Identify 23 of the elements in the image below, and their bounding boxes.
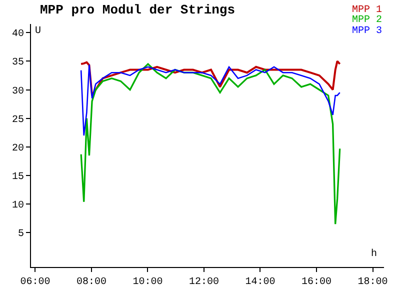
text: MPP 1 xyxy=(352,5,382,16)
y-tick-label: 35 xyxy=(12,58,24,69)
x-tick-label: 08:00 xyxy=(76,277,106,288)
x-tick-label: 18:00 xyxy=(358,277,388,288)
chart-title: MPP pro Modul der Strings xyxy=(40,2,236,18)
x-axis-title: h xyxy=(371,248,378,260)
x-tick-label: 12:00 xyxy=(188,277,219,288)
text: MPP 2 xyxy=(352,15,382,26)
y-tick-label: 15 xyxy=(12,172,24,184)
x-tick-label: 14:00 xyxy=(245,277,276,288)
y-tick-label: 25 xyxy=(12,114,24,126)
y-tick-label: 40 xyxy=(12,29,24,40)
y-tick-label: 10 xyxy=(12,200,24,212)
line-series xyxy=(80,64,340,136)
y-tick-label: 30 xyxy=(12,86,24,98)
y-axis-title: U xyxy=(35,26,42,37)
x-tick-label: 16:00 xyxy=(301,277,332,288)
text: MPP 3 xyxy=(352,26,382,37)
y-tick-label: 20 xyxy=(12,143,24,154)
line-series xyxy=(80,63,341,225)
y-tick-label: 5 xyxy=(18,229,24,240)
x-tick-label: 10:00 xyxy=(132,277,163,288)
x-tick-label: 06:00 xyxy=(20,277,50,288)
